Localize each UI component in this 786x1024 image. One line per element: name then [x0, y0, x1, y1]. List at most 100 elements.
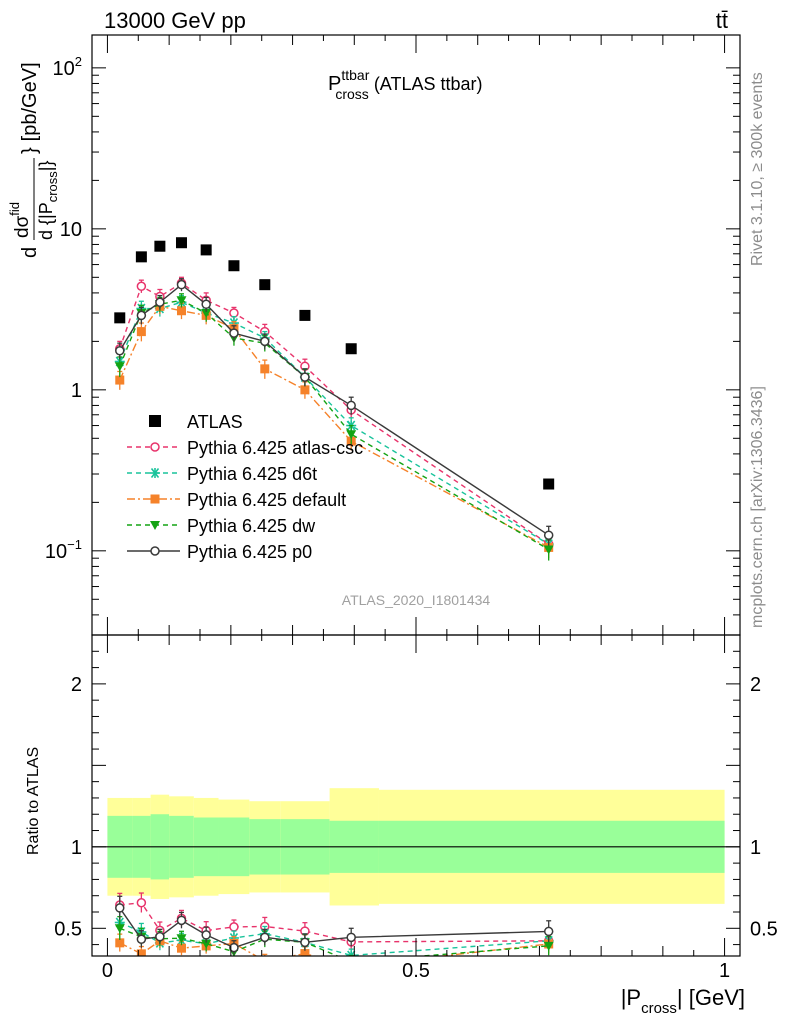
plot-title-superscript: ttbar [341, 67, 369, 83]
data-point [346, 430, 357, 440]
ratio-y-axis-label: Ratio to ATLAS [25, 747, 42, 855]
ratio-line [119, 907, 549, 949]
ratio-point [229, 922, 239, 932]
data-point [543, 545, 554, 555]
x-axis-label-sub: cross [641, 1000, 677, 1017]
main-y-axis-ticks [92, 67, 740, 636]
series-line [119, 305, 550, 549]
ratio-point [229, 942, 239, 953]
ratio-point [176, 934, 187, 944]
series-line [119, 299, 550, 551]
ratio-y-tick-label-left: 1 [71, 837, 82, 859]
data-point [114, 362, 125, 372]
ratio-point [114, 924, 125, 934]
header-process-label: tt̄ [716, 8, 728, 33]
legend-item: Pythia 6.425 atlas-csc [127, 438, 363, 458]
ratio-point [136, 949, 146, 956]
legend-item: Pythia 6.425 p0 [127, 542, 312, 562]
series-pythia-6-425-d6t [114, 294, 554, 555]
y-tick-label-exponent: 2 [75, 54, 82, 69]
ylabel-d: d [19, 247, 41, 258]
x-tick-label: 1 [719, 960, 730, 982]
analysis-id-watermark: ATLAS_2020_I1801434 [342, 592, 491, 608]
data-point [260, 364, 270, 374]
data-point [136, 327, 146, 337]
data-point [114, 312, 126, 324]
x-axis-label: |Pcross| [GeV] [621, 985, 745, 1017]
ratio-point [136, 898, 147, 908]
ylabel-denominator-close: |} [36, 161, 56, 172]
ratio-y-tick-label-left: 0.5 [54, 918, 82, 940]
series-pythia-6-425-dw [114, 293, 554, 561]
ratio-series-pythia-6-425-p0 [115, 895, 554, 955]
ratio-point [155, 931, 165, 942]
ylabel-numerator: dσ [12, 215, 33, 238]
legend-label: Pythia 6.425 default [187, 490, 346, 510]
svg-text:d {|Pcross|}: d {|Pcross|} [36, 161, 60, 240]
data-point [259, 279, 271, 291]
x-tick-label: 0 [102, 960, 113, 982]
legend-label: Pythia 6.425 d6t [187, 464, 317, 484]
ratio-y-tick-label-right: 1 [750, 837, 761, 859]
data-point [201, 299, 211, 310]
ratio-y-tick-label-right: 0.5 [750, 918, 778, 940]
legend-marker [150, 494, 160, 504]
ratio-point [201, 939, 212, 949]
data-point [300, 372, 310, 382]
legend-item: Pythia 6.425 default [127, 490, 346, 510]
data-point [543, 530, 554, 540]
ratio-line [119, 902, 549, 943]
ratio-point [543, 926, 554, 937]
legend: ATLAS Pythia 6.425 atlas-csc Pythia 6.425 … [127, 412, 363, 562]
x-axis-labels: 0 0.5 1 [102, 960, 730, 982]
data-point [201, 309, 212, 319]
plot-title-main: P [328, 73, 341, 95]
plot-title: Pttbar cross (ATLAS ttbar) [328, 67, 483, 102]
plot-title-subscript: cross [335, 86, 368, 102]
y-tick-label: 10−1 [45, 537, 82, 563]
y-tick-label-base: 10 [53, 58, 75, 80]
series-pythia-6-425-default [115, 298, 554, 559]
series-line [119, 282, 550, 545]
series-atlas-data [114, 237, 555, 490]
data-point [176, 279, 187, 290]
y-tick-label: 102 [53, 54, 82, 80]
x-axis-label-pre: |P [621, 985, 641, 1010]
data-point [155, 297, 165, 307]
ratio-point [300, 937, 310, 948]
legend-label: Pythia 6.425 p0 [187, 542, 312, 562]
ylabel-numerator-sup: fid [7, 202, 22, 216]
x-axis-ticks [106, 35, 726, 956]
ratio-point [136, 934, 147, 944]
legend-item-atlas: ATLAS [149, 412, 243, 432]
data-point [115, 375, 125, 385]
legend-label: Pythia 6.425 dw [187, 516, 316, 536]
legend-marker [150, 442, 160, 452]
ratio-y-axis-ticks [92, 634, 740, 946]
ratio-y-tick-label-right: 2 [750, 674, 761, 696]
header-energy-label: 13000 GeV pp [104, 8, 246, 33]
x-axis-label-post: | [GeV] [677, 985, 745, 1010]
legend-label: ATLAS [187, 412, 243, 432]
data-point [346, 400, 356, 411]
data-point [175, 237, 187, 249]
data-point [543, 478, 555, 490]
y-tick-label-base: 10 [45, 541, 67, 563]
ratio-point [346, 958, 356, 967]
data-point [135, 251, 147, 263]
ratio-point [300, 949, 310, 956]
ratio-point [543, 941, 554, 951]
data-point [136, 310, 147, 321]
mcplots-label: mcplots.cern.ch [arXiv:1306.3436] [749, 386, 766, 628]
data-point [154, 240, 166, 252]
ylabel-denominator: d {|P [36, 202, 56, 240]
data-point [229, 328, 239, 338]
data-point [299, 309, 311, 321]
data-point [136, 281, 147, 291]
ratio-line [119, 927, 549, 956]
legend-marker-atlas [149, 415, 161, 427]
ratio-point [115, 938, 125, 948]
main-plot-series-layer [114, 237, 555, 561]
y-tick-label-base: 10 [60, 219, 82, 241]
